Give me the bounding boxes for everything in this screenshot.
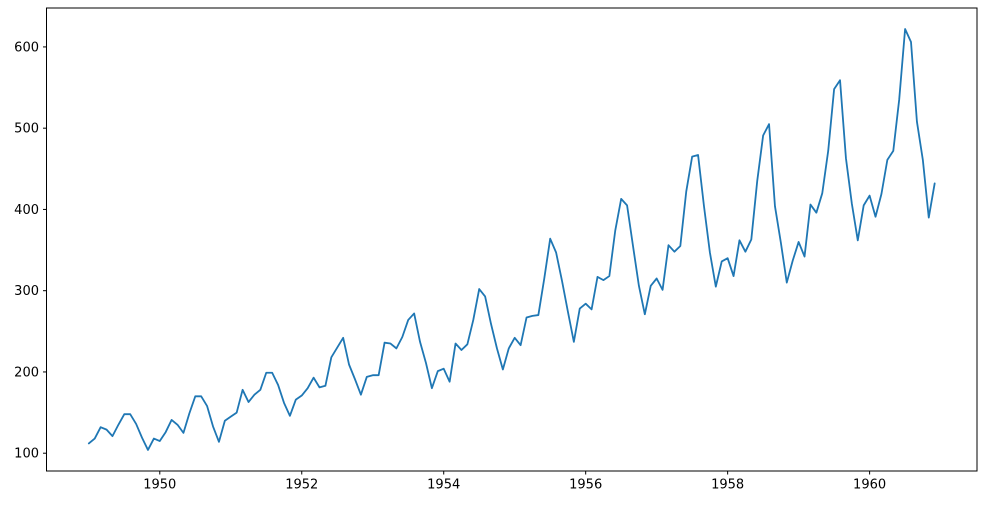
plot-area-spines (46, 7, 978, 472)
y-tick-label: 400 (14, 203, 39, 218)
x-tick-label: 1958 (711, 478, 744, 493)
x-tick-label: 1952 (285, 478, 318, 493)
y-tick-label: 100 (14, 447, 39, 462)
x-tick-label: 1950 (143, 478, 176, 493)
x-tick-label: 1954 (427, 478, 460, 493)
y-tick-label: 500 (14, 122, 39, 137)
x-tick-label: 1960 (853, 478, 886, 493)
y-tick-label: 300 (14, 284, 39, 299)
y-tick-label: 600 (14, 40, 39, 55)
y-tick-label: 200 (14, 365, 39, 380)
passengers-line-series (87, 28, 936, 451)
x-tick-label: 1956 (569, 478, 602, 493)
